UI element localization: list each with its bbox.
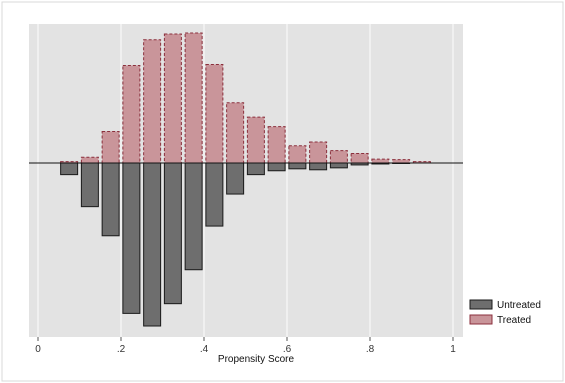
x-tick-label: .6: [283, 344, 292, 355]
legend: Untreated Treated: [469, 299, 541, 326]
untreated-legend-swatch: [469, 299, 493, 310]
untreated-bar: [184, 162, 203, 271]
treated-bar: [184, 32, 203, 164]
treated-bar: [371, 158, 390, 164]
treated-bar: [309, 141, 328, 164]
untreated-bar: [80, 162, 99, 208]
treated-bar: [267, 126, 286, 164]
untreated-bar: [329, 162, 348, 169]
x-axis-title: Propensity Score: [218, 354, 295, 365]
untreated-bar: [163, 162, 182, 305]
treated-bar: [392, 159, 411, 164]
untreated-legend-label: Untreated: [497, 300, 541, 311]
treated-bar: [101, 130, 120, 164]
untreated-bar: [60, 162, 79, 176]
gridlines: [37, 24, 454, 337]
untreated-bar: [205, 162, 224, 227]
x-tick-label: .8: [366, 344, 375, 355]
x-tick-label: .4: [200, 344, 209, 355]
treated-legend-swatch: [469, 314, 493, 325]
x-tick-label: 0: [35, 344, 41, 355]
x-tick-label: 1: [450, 344, 456, 355]
plot-area: [29, 24, 463, 337]
untreated-bar: [309, 162, 328, 171]
treated-bar: [163, 33, 182, 164]
treated-bar: [122, 65, 141, 164]
untreated-bar: [246, 162, 265, 176]
x-axis: 0 .2 .4 .6 .8 1: [35, 337, 456, 355]
treated-bars: [60, 32, 431, 164]
treated-bar: [288, 145, 307, 164]
untreated-bar: [288, 162, 307, 170]
treated-bar: [329, 150, 348, 164]
treated-bar: [205, 64, 224, 164]
untreated-bar: [267, 162, 286, 172]
treated-bar: [80, 156, 99, 164]
treated-bar: [226, 102, 245, 164]
untreated-bar: [143, 162, 162, 327]
untreated-bar: [226, 162, 245, 195]
treated-legend-label: Treated: [497, 315, 531, 326]
treated-bar: [246, 116, 265, 164]
untreated-bars: [60, 162, 411, 327]
untreated-bar: [122, 162, 141, 314]
untreated-bar: [101, 162, 120, 237]
x-tick-label: .2: [117, 344, 126, 355]
treated-bar: [143, 39, 162, 164]
treated-bar: [350, 152, 369, 164]
